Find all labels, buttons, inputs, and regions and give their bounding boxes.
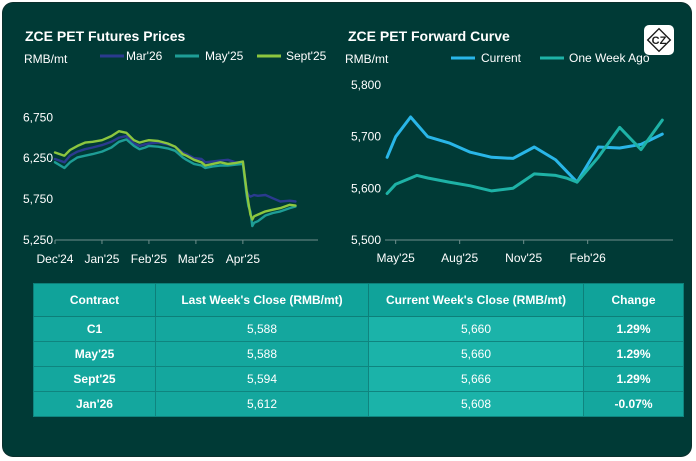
price-table: Contract Last Week's Close (RMB/mt) Curr…	[33, 283, 684, 417]
futures-legend-label-2: Sept'25	[286, 49, 327, 63]
table-row: C1 5,588 5,660 1.29%	[33, 316, 684, 342]
cell-last-week: 5,594	[155, 366, 369, 392]
header-contract: Contract	[33, 283, 156, 317]
table-row: May'25 5,588 5,660 1.29%	[33, 341, 684, 367]
cell-change: -0.07%	[583, 391, 684, 417]
futures-y-tick-label: 5,750	[23, 192, 53, 206]
futures-series-line-2	[53, 129, 297, 221]
cell-current-week: 5,608	[368, 391, 584, 417]
futures-y-tick-label: 5,250	[23, 233, 53, 247]
header-last-week: Last Week's Close (RMB/mt)	[155, 283, 369, 317]
forward-series-line-1	[385, 118, 664, 195]
futures-y-tick-label: 6,250	[23, 151, 53, 165]
forward-y-tick-label: 5,600	[351, 181, 381, 195]
table-row: Sept'25 5,594 5,666 1.29%	[33, 366, 684, 392]
forward-x-tick-label: Feb'26	[570, 251, 607, 265]
forward-y-tick-label: 5,800	[351, 78, 381, 92]
forward-y-tick-label: 5,700	[351, 130, 381, 144]
cell-last-week: 5,588	[155, 341, 369, 367]
futures-x-tick-label: Feb'25	[131, 252, 168, 266]
futures-x-tick-label: Apr'25	[226, 252, 261, 266]
futures-legend-label-1: May'25	[205, 49, 244, 63]
cell-current-week: 5,660	[368, 316, 584, 342]
futures-series-line-0	[53, 134, 297, 203]
forward-series-line-0	[385, 115, 664, 184]
logo-text: CZ	[652, 35, 667, 47]
header-current-week: Current Week's Close (RMB/mt)	[368, 283, 584, 317]
forward-x-tick-label: Aug'25	[441, 251, 478, 265]
forward-legend-label-1: One Week Ago	[569, 51, 650, 65]
cell-current-week: 5,660	[368, 341, 584, 367]
table-header-row: Contract Last Week's Close (RMB/mt) Curr…	[33, 283, 684, 317]
cell-change: 1.29%	[583, 366, 684, 392]
forward-legend-label-0: Current	[481, 51, 522, 65]
forward-x-tick-label: May'25	[377, 251, 416, 265]
cell-contract: C1	[33, 316, 156, 342]
futures-y-tick-label: 6,750	[23, 110, 53, 124]
cell-change: 1.29%	[583, 316, 684, 342]
brand-logo: CZ	[644, 25, 674, 55]
cell-last-week: 5,612	[155, 391, 369, 417]
cell-last-week: 5,588	[155, 316, 369, 342]
futures-x-tick-label: Dec'24	[37, 252, 74, 266]
forward-x-tick-label: Nov'25	[505, 251, 542, 265]
cell-change: 1.29%	[583, 341, 684, 367]
table-row: Jan'26 5,612 5,608 -0.07%	[33, 391, 684, 417]
futures-x-tick-label: Mar'25	[178, 252, 215, 266]
cell-contract: Jan'26	[33, 391, 156, 417]
cell-contract: Sept'25	[33, 366, 156, 392]
futures-legend-label-0: Mar'26	[126, 49, 163, 63]
cell-contract: May'25	[33, 341, 156, 367]
forward-unit-label: RMB/mt	[345, 52, 389, 66]
futures-chart-title: ZCE PET Futures Prices	[25, 28, 186, 44]
cell-current-week: 5,666	[368, 366, 584, 392]
futures-unit-label: RMB/mt	[24, 52, 68, 66]
forward-curve-chart-title: ZCE PET Forward Curve	[348, 28, 510, 44]
futures-series-line-1	[53, 138, 297, 228]
futures-x-tick-label: Jan'25	[84, 252, 119, 266]
forward-y-tick-label: 5,500	[351, 233, 381, 247]
header-change: Change	[583, 283, 684, 317]
